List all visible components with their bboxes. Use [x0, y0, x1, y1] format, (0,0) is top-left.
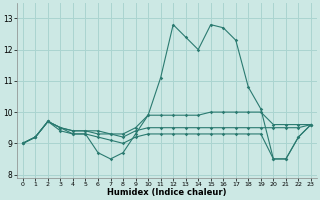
X-axis label: Humidex (Indice chaleur): Humidex (Indice chaleur) — [107, 188, 227, 197]
